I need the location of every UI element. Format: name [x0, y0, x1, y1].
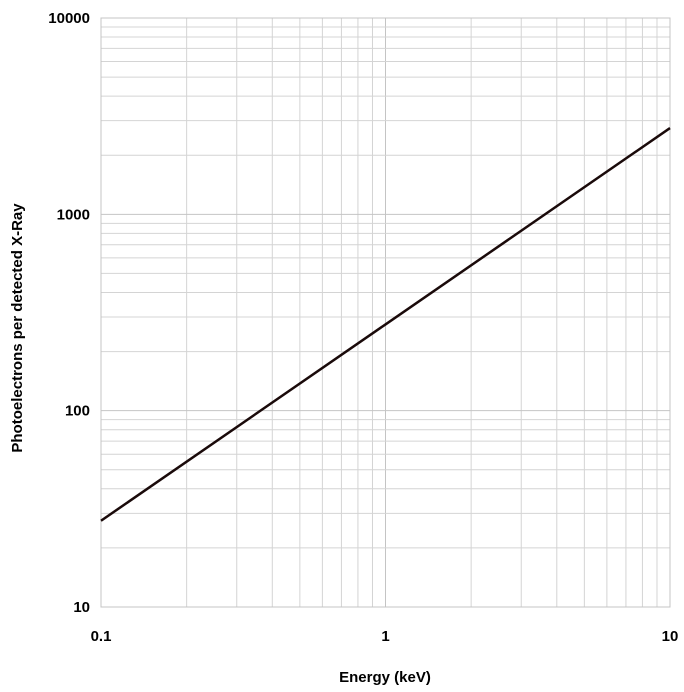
x-axis-title: Energy (keV): [339, 669, 431, 686]
y-tick-label: 10000: [48, 10, 90, 27]
y-tick-label: 10: [73, 599, 90, 616]
y-tick-label: 1000: [57, 206, 90, 223]
y-tick-labels: 10 100 1000 10000: [48, 10, 90, 616]
y-tick-label: 100: [65, 403, 90, 420]
x-tick-label: 10: [662, 628, 679, 645]
grid: [100, 18, 670, 608]
series-line-0: [100, 127, 671, 522]
x-tick-labels: 0.1 1 10: [91, 628, 679, 645]
y-axis-title: Photoelectrons per detected X-Ray: [9, 203, 26, 453]
plot-frame: [100, 17, 671, 608]
series-layer: [100, 127, 671, 522]
x-tick-label: 0.1: [91, 628, 112, 645]
x-tick-label: 1: [381, 628, 389, 645]
